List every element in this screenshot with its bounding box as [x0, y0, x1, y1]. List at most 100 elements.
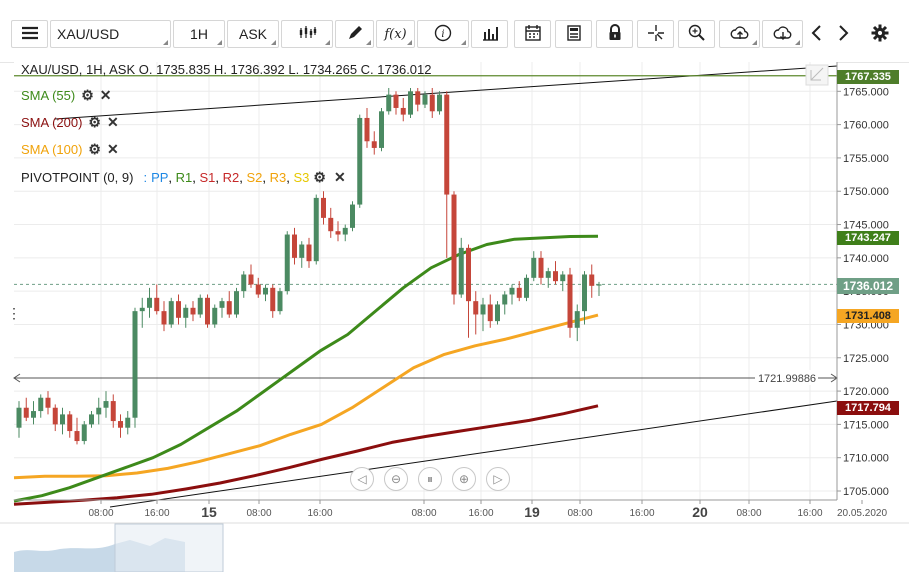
candle-body [328, 217, 334, 232]
crosshair-button[interactable] [637, 20, 674, 48]
settings-button[interactable] [867, 20, 893, 48]
x-tick-label: 19 [524, 504, 540, 520]
navigator-strip[interactable] [0, 522, 909, 572]
navigator-window[interactable] [114, 523, 224, 572]
price-chart[interactable]: 1721.99886 1770.000 1765.000 1760.000 1755.… [0, 62, 909, 572]
nav-back-button[interactable]: ◁ [350, 467, 374, 491]
template-button[interactable] [555, 20, 592, 48]
candle-body [574, 311, 580, 328]
sma100-line [13, 313, 599, 480]
candle-body [473, 301, 479, 315]
candle-body [429, 94, 435, 112]
nav-zoom-in-button[interactable]: ⊕ [452, 467, 476, 491]
reset-icon: ⏸ [426, 471, 433, 486]
lower-trendline[interactable] [109, 400, 838, 508]
nav-forward-button[interactable]: ▷ [486, 467, 510, 491]
candle-body [248, 274, 254, 285]
download-button[interactable] [762, 20, 803, 48]
lock-button[interactable] [596, 20, 633, 48]
y-tick-label: 1750.000 [843, 186, 889, 198]
nav-zoom-out-button[interactable]: ⊖ [384, 467, 408, 491]
candle-body [263, 287, 268, 295]
candle-body [386, 94, 392, 112]
close-icon[interactable]: ✕ [333, 169, 346, 185]
indicator-label: SMA (100) [21, 142, 83, 157]
volume-button[interactable] [471, 20, 508, 48]
upload-button[interactable] [719, 20, 760, 48]
pivot-separator: : [143, 170, 148, 185]
close-icon[interactable]: ✕ [99, 87, 112, 103]
close-icon[interactable]: ✕ [106, 141, 119, 157]
indicators-button[interactable]: f(x) [376, 20, 415, 48]
candle-body [408, 91, 413, 115]
toolbar: XAU/USD 1H ASK f(x) i [0, 0, 909, 63]
candles [16, 87, 602, 445]
x-tick-label: 20.05.2020 [837, 508, 887, 519]
price-type-selector[interactable]: ASK [227, 20, 279, 48]
close-icon[interactable]: ✕ [106, 114, 119, 130]
indicator-pivotpoint[interactable]: PIVOTPOINT (0, 9) : PP, R1, S1, R2, S2, … [21, 169, 346, 185]
gear-icon[interactable]: ⚙ [81, 87, 94, 103]
candle-body [96, 407, 102, 415]
candle-body [371, 141, 377, 148]
y-tick-label: 1740.000 [843, 253, 889, 265]
candle-body [422, 94, 428, 105]
indicator-sma55[interactable]: SMA (55) ⚙ ✕ [21, 87, 111, 104]
draw-tool-button[interactable] [335, 20, 374, 48]
price-axis[interactable]: 1770.000 1765.000 1760.000 1755.000 1750.000… [836, 62, 889, 500]
arrow-left-icon [13, 373, 21, 383]
chart-type-button[interactable] [281, 20, 333, 48]
scroll-back-button[interactable] [805, 20, 829, 48]
dropdown-corner-icon [163, 40, 168, 45]
indicator-sma200[interactable]: SMA (200) ⚙ ✕ [21, 114, 119, 131]
x-tick-label: 16:00 [307, 508, 332, 519]
candle-body [197, 297, 203, 315]
candle-body [234, 291, 239, 315]
candle-body [487, 304, 493, 322]
measure-line[interactable]: 1721.99886 [13, 370, 838, 385]
indicator-label: PIVOTPOINT (0, 9) [21, 170, 134, 185]
y-tick-label: 1710.000 [843, 453, 889, 465]
candle-body [16, 407, 22, 428]
time-axis[interactable]: 08:00 16:00 15 08:00 16:00 08:00 16:00 19 08:00 1… [14, 499, 887, 520]
pencil-icon [345, 23, 365, 46]
symbol-selector[interactable]: XAU/USD [50, 20, 171, 48]
x-tick-label: 15 [201, 504, 217, 520]
candle-body [400, 107, 406, 115]
scroll-forward-button[interactable] [831, 20, 855, 48]
cloud-download-icon [773, 23, 793, 46]
y-tick-label: 1765.000 [843, 86, 889, 98]
timeframe-label: 1H [190, 26, 208, 42]
candle-body [125, 417, 131, 428]
info-button[interactable]: i [417, 20, 469, 48]
nav-reset-button[interactable]: ⏸ [418, 467, 442, 491]
upper-trendline[interactable] [54, 65, 838, 120]
zoom-button[interactable] [678, 20, 715, 48]
pivot-pp: PP [151, 170, 169, 185]
candle-body [52, 407, 58, 425]
candle-body [495, 304, 500, 322]
y-tick-label: 1760.000 [843, 120, 889, 132]
candle-body [415, 91, 421, 105]
y-tick-label: 1720.000 [843, 386, 889, 398]
gear-icon[interactable]: ⚙ [88, 114, 101, 130]
timeframe-selector[interactable]: 1H [173, 20, 225, 48]
candle-body [147, 297, 152, 308]
candle-body [190, 307, 196, 315]
gear-icon[interactable]: ⚙ [88, 141, 101, 157]
candle-body [154, 297, 160, 312]
menu-button[interactable] [11, 20, 48, 48]
gear-icon[interactable]: ⚙ [313, 169, 326, 185]
resize-handle-icon[interactable]: ⋮ [7, 305, 21, 321]
candle-body [81, 424, 87, 442]
x-tick-label: 20 [692, 504, 708, 520]
measure-label-bg [755, 370, 818, 385]
indicator-sma100[interactable]: SMA (100) ⚙ ✕ [21, 141, 119, 158]
sma55-line [13, 234, 599, 503]
calendar-button[interactable] [514, 20, 551, 48]
candle-body [379, 111, 384, 148]
candle-body [139, 307, 145, 312]
dropdown-corner-icon [752, 40, 757, 45]
fullscreen-button[interactable] [805, 64, 829, 86]
ohlc-header: XAU/USD, 1H, ASK O. 1735.835 H. 1736.392… [21, 62, 432, 77]
